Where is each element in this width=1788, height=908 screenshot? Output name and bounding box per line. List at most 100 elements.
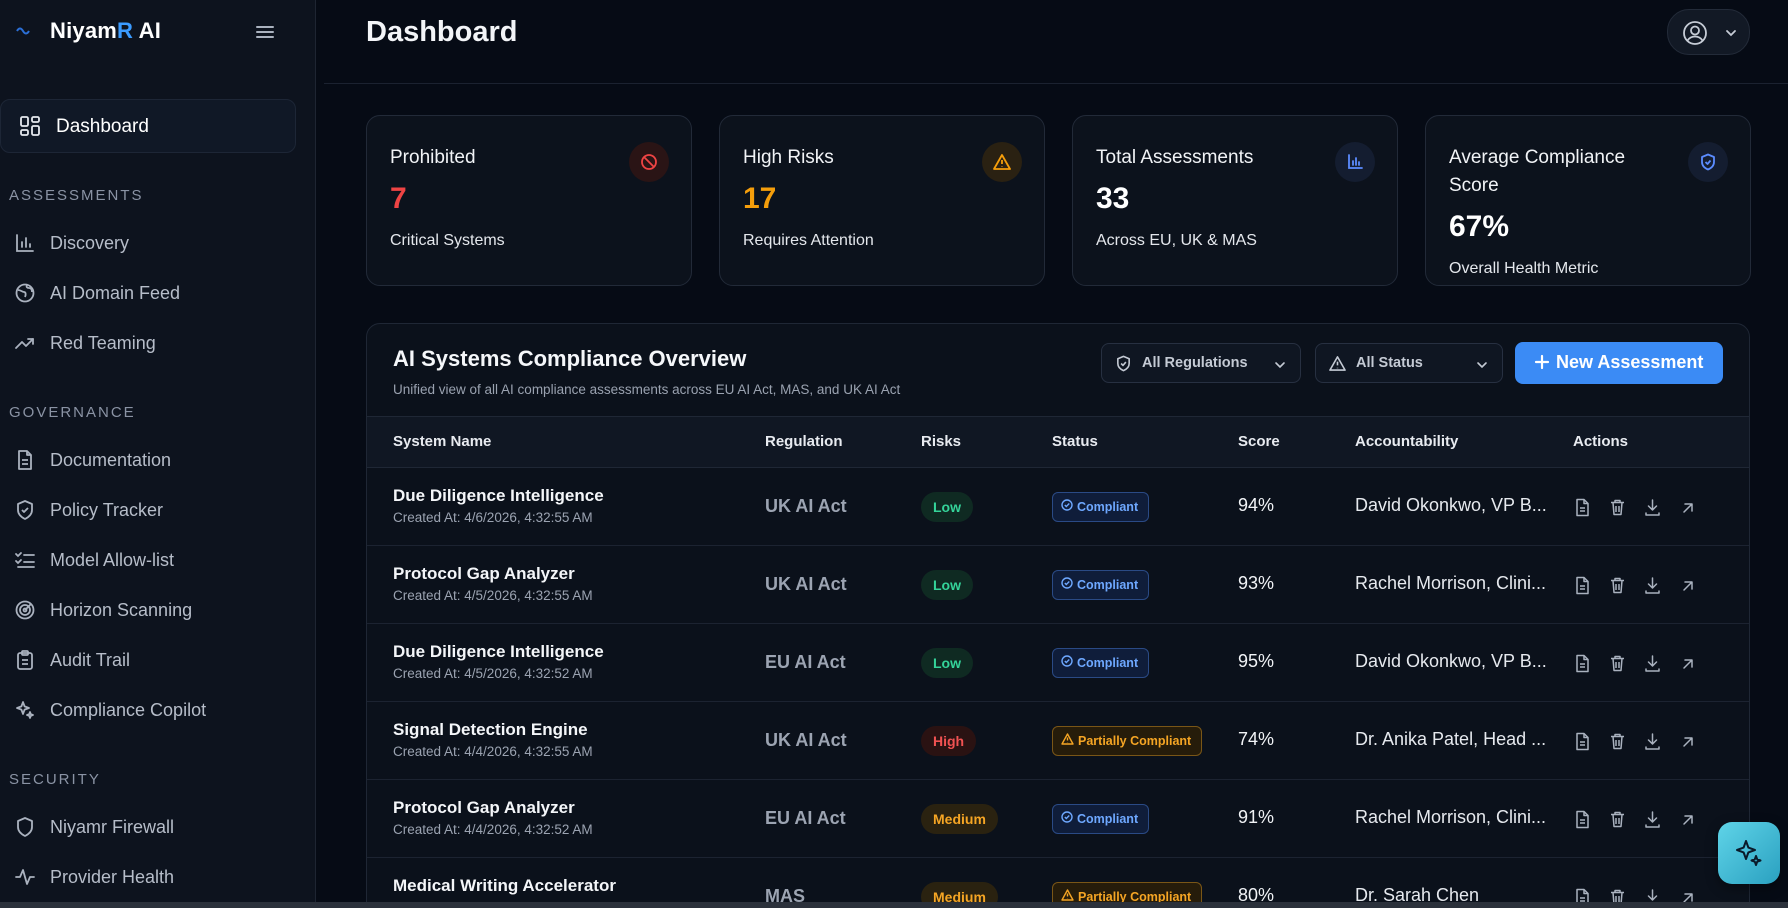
sidebar-item-discovery[interactable]: Discovery — [0, 221, 296, 265]
system-name[interactable]: Protocol Gap Analyzer — [393, 564, 575, 583]
system-name[interactable]: Due Diligence Intelligence — [393, 486, 604, 505]
warning-icon — [1329, 355, 1346, 377]
sidebar-item-niyamr-firewall[interactable]: Niyamr Firewall — [0, 805, 296, 849]
view-document-button[interactable] — [1574, 576, 1593, 595]
shield-icon — [14, 816, 36, 838]
column-header: Status — [1052, 433, 1098, 450]
trash-icon — [1609, 810, 1628, 829]
open-button[interactable] — [1679, 498, 1698, 517]
page-title: Dashboard — [366, 16, 518, 48]
trash-icon — [1609, 732, 1628, 751]
delete-button[interactable] — [1609, 654, 1628, 673]
delete-button[interactable] — [1609, 498, 1628, 517]
created-at: Created At: 4/4/2026, 4:32:55 AM — [393, 744, 593, 759]
accountability: Dr. Anika Patel, Head ... — [1355, 729, 1547, 749]
open-button[interactable] — [1679, 888, 1698, 907]
system-name[interactable]: Medical Writing Accelerator — [393, 876, 616, 895]
accountability: Dr. Sarah Chen — [1355, 885, 1480, 905]
open-button[interactable] — [1679, 810, 1698, 829]
open-button[interactable] — [1679, 732, 1698, 751]
view-document-button[interactable] — [1574, 732, 1593, 751]
accountability: David Okonkwo, VP B... — [1355, 495, 1547, 515]
shield-check-icon — [1688, 142, 1728, 182]
delete-button[interactable] — [1609, 732, 1628, 751]
section-title-security: SECURITY — [9, 771, 101, 788]
download-icon — [1644, 732, 1663, 751]
sidebar-item-horizon-scanning[interactable]: Horizon Scanning — [0, 588, 296, 632]
view-document-button[interactable] — [1574, 810, 1593, 829]
download-button[interactable] — [1644, 498, 1663, 517]
sidebar-item-label: Horizon Scanning — [50, 600, 193, 620]
panel-subtitle: Unified view of all AI compliance assess… — [393, 382, 901, 397]
status-filter-select[interactable]: All Status — [1315, 343, 1503, 383]
sidebar-item-documentation[interactable]: Documentation — [0, 438, 296, 482]
stat-subtitle: Critical Systems — [390, 232, 505, 249]
system-name[interactable]: Signal Detection Engine — [393, 720, 588, 739]
table-row[interactable]: Signal Detection Engine Created At: 4/4/… — [367, 702, 1749, 780]
regulation: EU AI Act — [765, 652, 846, 672]
view-document-button[interactable] — [1574, 654, 1593, 673]
sidebar-item-red-teaming[interactable]: Red Teaming — [0, 321, 296, 365]
sidebar-item-compliance-copilot[interactable]: Compliance Copilot — [0, 688, 296, 732]
top-bar: Dashboard — [324, 0, 1788, 84]
risk-badge: Low — [921, 570, 973, 600]
table-row[interactable]: Protocol Gap Analyzer Created At: 4/5/20… — [367, 546, 1749, 624]
score: 94% — [1238, 495, 1275, 515]
risk-badge: Low — [921, 492, 973, 522]
document-icon — [14, 449, 36, 471]
brand: NiyamR AI — [0, 0, 315, 64]
sidebar-item-ai-domain-feed[interactable]: AI Domain Feed — [0, 271, 296, 315]
download-icon — [1644, 498, 1663, 517]
score: 93% — [1238, 573, 1275, 593]
table-row[interactable]: Due Diligence Intelligence Created At: 4… — [367, 468, 1749, 546]
column-header: Actions — [1573, 433, 1629, 450]
row-actions — [1574, 810, 1698, 829]
sidebar-item-policy-tracker[interactable]: Policy Tracker — [0, 488, 296, 532]
created-at: Created At: 4/4/2026, 4:32:52 AM — [393, 822, 593, 837]
score: 91% — [1238, 807, 1275, 827]
table-row[interactable]: Protocol Gap Analyzer Created At: 4/4/20… — [367, 780, 1749, 858]
trash-icon — [1609, 576, 1628, 595]
download-button[interactable] — [1644, 576, 1663, 595]
document-icon — [1574, 732, 1593, 751]
stat-subtitle: Requires Attention — [743, 232, 874, 249]
system-name[interactable]: Protocol Gap Analyzer — [393, 798, 575, 817]
download-button[interactable] — [1644, 732, 1663, 751]
ban-icon — [629, 142, 669, 182]
menu-toggle-icon[interactable] — [253, 20, 277, 44]
table-row[interactable]: Due Diligence Intelligence Created At: 4… — [367, 624, 1749, 702]
status-badge: Compliant — [1052, 804, 1150, 834]
column-header: System Name — [393, 433, 492, 450]
horizontal-scrollbar[interactable] — [0, 902, 1788, 908]
button-label: New Assessment — [1556, 352, 1704, 372]
sidebar-item-label: Model Allow-list — [50, 550, 175, 570]
new-assessment-button[interactable]: New Assessment — [1515, 342, 1723, 384]
sidebar-item-dashboard[interactable]: Dashboard — [0, 99, 296, 153]
open-button[interactable] — [1679, 654, 1698, 673]
user-menu-button[interactable] — [1667, 9, 1750, 55]
download-button[interactable] — [1644, 654, 1663, 673]
open-button[interactable] — [1679, 576, 1698, 595]
delete-button[interactable] — [1609, 810, 1628, 829]
section-title-assessments: ASSESSMENTS — [9, 187, 144, 204]
document-icon — [1574, 654, 1593, 673]
view-document-button[interactable] — [1574, 498, 1593, 517]
table-row[interactable]: Medical Writing Accelerator MAS Medium P… — [367, 858, 1749, 908]
sidebar-item-audit-trail[interactable]: Audit Trail — [0, 638, 296, 682]
sidebar-item-label: Niyamr Firewall — [50, 817, 175, 837]
download-icon — [1644, 576, 1663, 595]
score: 74% — [1238, 729, 1275, 749]
sidebar-item-provider-health[interactable]: Provider Health — [0, 855, 296, 899]
filter-label: All Status — [1356, 355, 1423, 371]
download-icon — [1644, 654, 1663, 673]
created-at: Created At: 4/6/2026, 4:32:55 AM — [393, 510, 593, 525]
download-button[interactable] — [1644, 810, 1663, 829]
system-name[interactable]: Due Diligence Intelligence — [393, 642, 604, 661]
regulations-filter-select[interactable]: All Regulations — [1101, 343, 1301, 383]
copilot-fab-button[interactable] — [1718, 822, 1780, 884]
delete-button[interactable] — [1609, 576, 1628, 595]
document-icon — [1574, 576, 1593, 595]
column-header: Accountability — [1355, 433, 1459, 450]
sidebar-item-model-allow-list[interactable]: Model Allow-list — [0, 538, 296, 582]
sidebar: NiyamR AI Dashboard ASSESSMENTS Discover… — [0, 0, 316, 908]
